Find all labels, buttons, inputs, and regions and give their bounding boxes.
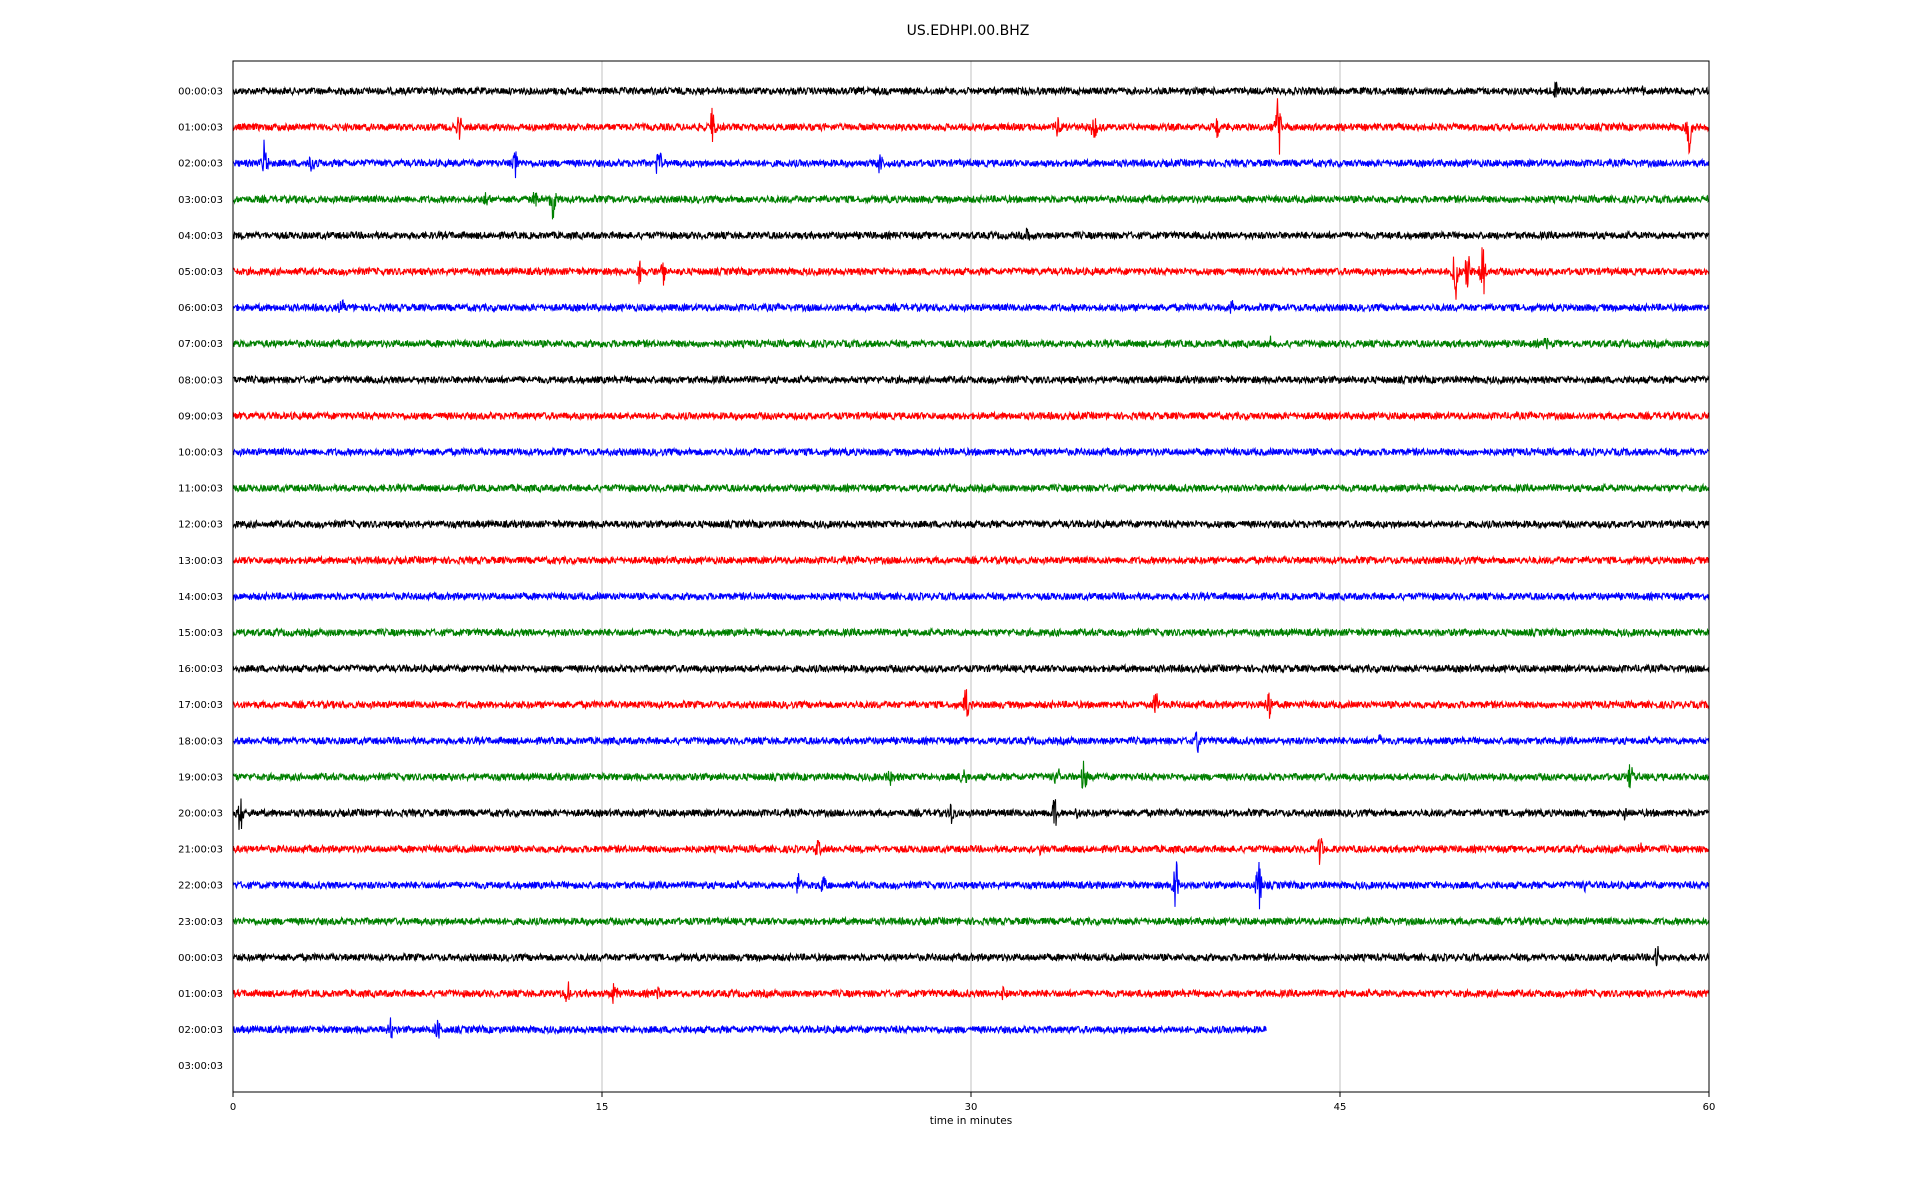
seismic-trace xyxy=(232,139,1710,179)
row-time-label: 00:00:03 xyxy=(178,87,223,98)
row-time-label: 08:00:03 xyxy=(178,375,223,386)
row-time-label: 01:00:03 xyxy=(178,123,223,134)
seismic-trace xyxy=(232,663,1710,675)
row-time-label: 19:00:03 xyxy=(178,772,223,783)
seismic-trace xyxy=(232,731,1710,753)
seismic-trace xyxy=(232,410,1710,422)
row-time-label: 03:00:03 xyxy=(178,1061,223,1072)
row-time-label: 22:00:03 xyxy=(178,881,223,892)
seismic-trace xyxy=(232,227,1710,241)
row-time-label: 17:00:03 xyxy=(178,700,223,711)
seismic-trace xyxy=(232,299,1710,314)
seismic-trace xyxy=(232,689,1710,719)
row-time-label: 10:00:03 xyxy=(178,448,223,459)
x-tick-label: 60 xyxy=(1703,1102,1716,1113)
seismic-trace xyxy=(232,335,1710,350)
row-time-label: 00:00:03 xyxy=(178,953,223,964)
row-time-label: 02:00:03 xyxy=(178,159,223,170)
seismic-trace xyxy=(232,981,1710,1004)
seismic-trace xyxy=(232,98,1710,155)
seismic-trace xyxy=(232,798,1710,830)
seismic-trace xyxy=(232,945,1710,967)
row-time-label: 12:00:03 xyxy=(178,520,223,531)
x-tick-label: 45 xyxy=(1334,1102,1347,1113)
x-axis-label: time in minutes xyxy=(930,1115,1012,1127)
row-time-label: 05:00:03 xyxy=(178,267,223,278)
row-time-label: 11:00:03 xyxy=(178,484,223,495)
chart-title: US.EDHPI.00.BHZ xyxy=(907,23,1030,39)
x-tick-label: 0 xyxy=(230,1102,236,1113)
grid-lines xyxy=(601,61,1341,1092)
seismic-trace xyxy=(232,838,1710,865)
row-time-label: 07:00:03 xyxy=(178,339,223,350)
row-time-label: 14:00:03 xyxy=(178,592,223,603)
row-time-label: 21:00:03 xyxy=(178,845,223,856)
seismic-trace xyxy=(232,81,1710,98)
seismic-trace xyxy=(232,482,1710,494)
row-label-group: 00:00:03 01:00:03 02:00:03 03:00:03 04:00:03… xyxy=(178,87,223,1073)
x-tick-group: 0 15 30 45 60 xyxy=(230,1092,1716,1113)
seismic-trace xyxy=(232,446,1710,458)
row-time-label: 23:00:03 xyxy=(178,917,223,928)
row-time-label: 15:00:03 xyxy=(178,628,223,639)
row-time-label: 18:00:03 xyxy=(178,736,223,747)
row-time-label: 03:00:03 xyxy=(178,195,223,206)
seismic-trace xyxy=(232,247,1710,300)
x-tick-label: 30 xyxy=(965,1102,978,1113)
row-time-label: 04:00:03 xyxy=(178,231,223,242)
row-time-label: 02:00:03 xyxy=(178,1025,223,1036)
seismic-trace xyxy=(232,760,1710,789)
row-time-label: 01:00:03 xyxy=(178,989,223,1000)
row-time-label: 06:00:03 xyxy=(178,303,223,314)
x-tick-label: 15 xyxy=(596,1102,609,1113)
seismic-trace xyxy=(232,590,1710,602)
row-time-label: 13:00:03 xyxy=(178,556,223,567)
seismic-trace xyxy=(232,518,1710,530)
seismic-trace xyxy=(233,554,1710,566)
row-time-label: 16:00:03 xyxy=(178,664,223,675)
seismic-trace xyxy=(232,861,1710,910)
seismic-trace xyxy=(232,374,1710,386)
row-time-label: 20:00:03 xyxy=(178,809,223,820)
row-time-label: 09:00:03 xyxy=(178,411,223,422)
seismic-trace xyxy=(232,1017,1267,1039)
seismic-trace xyxy=(232,626,1710,639)
seismic-trace xyxy=(232,915,1710,927)
seismic-trace xyxy=(232,191,1710,220)
trace-group xyxy=(232,81,1710,1039)
